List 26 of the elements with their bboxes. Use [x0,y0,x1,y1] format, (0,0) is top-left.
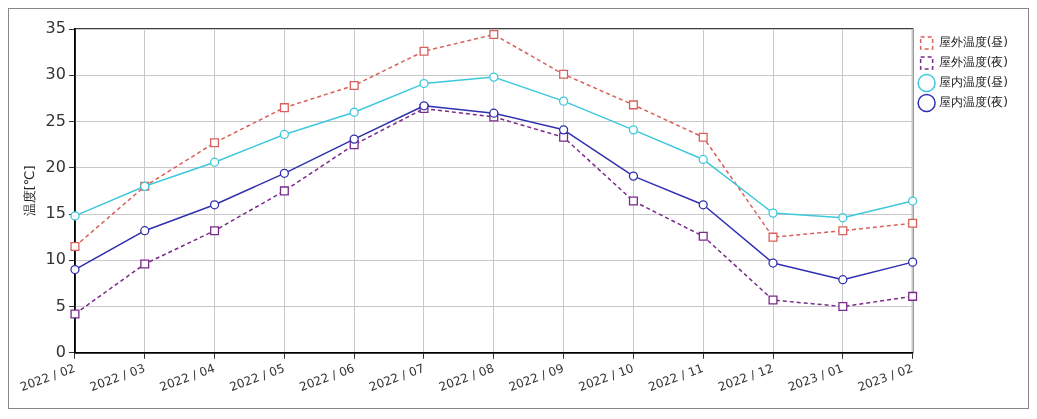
y-tick-label: 0 [55,341,66,361]
x-tick-label: 2022 / 12 [716,361,776,394]
x-tick-label: 2022 / 07 [367,361,427,394]
x-tick-label: 2023 / 01 [786,361,845,394]
y-tick-label: 35 [45,18,66,38]
x-tick-label: 2022 / 02 [18,361,78,394]
x-tick-label: 2022 / 05 [227,361,287,394]
y-tick-label: 5 [55,295,66,315]
x-tick-label: 2022 / 04 [157,361,217,394]
x-tick-label: 2022 / 06 [297,361,357,394]
x-tick-label: 2022 / 03 [88,361,147,394]
legend-label: 屋内温度(昼) [938,75,1009,90]
y-tick-label: 15 [45,203,66,223]
y-tick-label: 20 [45,156,66,176]
y-tick-label: 25 [45,110,66,130]
x-tick-label: 2022 / 10 [576,361,636,394]
x-tick-label: 2023 / 02 [855,361,915,394]
x-tick-label: 2022 / 11 [646,361,706,394]
legend-label: 屋内温度(夜) [938,95,1009,110]
y-axis-title: 温度[℃] [22,165,38,217]
y-tick-label: 30 [45,64,66,84]
x-tick-label: 2022 / 09 [506,361,566,394]
legend-label: 屋外温度(夜) [938,55,1009,70]
legend-label: 屋外温度(昼) [938,35,1009,50]
x-tick-label: 2022 / 08 [437,361,496,394]
y-tick-label: 10 [45,249,66,269]
